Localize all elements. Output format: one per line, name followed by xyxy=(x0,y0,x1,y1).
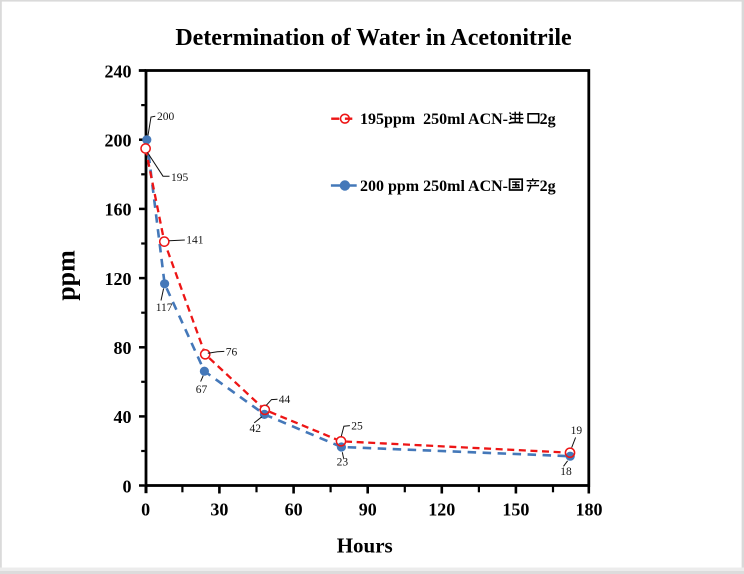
svg-text:141: 141 xyxy=(186,235,204,247)
svg-text:240: 240 xyxy=(105,61,132,81)
svg-text:Hours: Hours xyxy=(337,534,393,558)
svg-text:Determination of Water in Acet: Determination of Water in Acetonitrile xyxy=(175,25,572,51)
svg-text:23: 23 xyxy=(337,457,349,469)
svg-text:160: 160 xyxy=(105,200,132,220)
svg-text:25: 25 xyxy=(351,421,363,433)
svg-text:2g: 2g xyxy=(540,178,556,195)
svg-text:44: 44 xyxy=(279,394,291,406)
svg-text:2g: 2g xyxy=(540,111,556,128)
svg-text:ppm: ppm xyxy=(52,250,81,301)
svg-text:200: 200 xyxy=(105,131,132,151)
svg-text:195ppm 250ml ACN-: 195ppm 250ml ACN- xyxy=(360,111,508,128)
svg-text:0: 0 xyxy=(141,500,150,520)
svg-text:67: 67 xyxy=(196,384,208,396)
svg-text:60: 60 xyxy=(285,500,303,520)
svg-text:200: 200 xyxy=(157,111,175,123)
svg-text:90: 90 xyxy=(359,500,377,520)
svg-text:18: 18 xyxy=(560,466,572,478)
svg-text:0: 0 xyxy=(123,476,132,496)
svg-text:19: 19 xyxy=(571,425,583,437)
svg-text:120: 120 xyxy=(428,500,455,520)
svg-text:117: 117 xyxy=(156,302,173,314)
svg-text:76: 76 xyxy=(226,346,238,358)
svg-text:80: 80 xyxy=(114,338,132,358)
svg-text:150: 150 xyxy=(502,500,529,520)
svg-text:30: 30 xyxy=(210,500,228,520)
svg-text:40: 40 xyxy=(114,407,132,427)
svg-text:42: 42 xyxy=(250,423,262,435)
svg-text:120: 120 xyxy=(105,269,132,289)
svg-text:180: 180 xyxy=(576,500,603,520)
svg-text:195: 195 xyxy=(171,172,189,184)
svg-text:200 ppm 250ml ACN-: 200 ppm 250ml ACN- xyxy=(360,178,508,195)
